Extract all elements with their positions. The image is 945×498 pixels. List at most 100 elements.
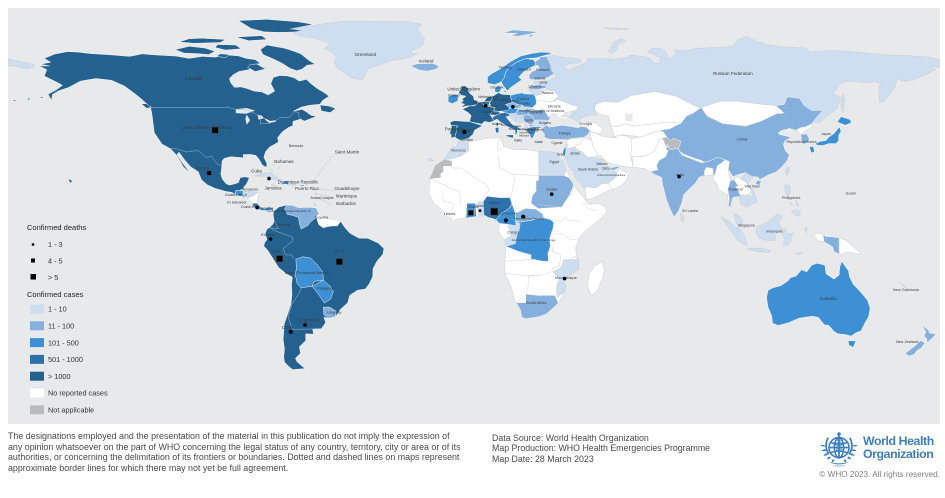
- svg-text:Bulgaria: Bulgaria: [539, 121, 551, 125]
- svg-text:Cyprus: Cyprus: [552, 141, 563, 145]
- svg-text:Australia: Australia: [819, 296, 837, 301]
- svg-text:No reported cases: No reported cases: [48, 389, 108, 398]
- svg-text:Republic of Korea: Republic of Korea: [786, 140, 817, 144]
- svg-text:Costa Rica: Costa Rica: [241, 205, 260, 209]
- svg-text:Jamaica: Jamaica: [264, 186, 282, 191]
- svg-text:France: France: [483, 110, 494, 114]
- svg-text:Denmark: Denmark: [491, 86, 504, 90]
- svg-text:Confirmed deaths: Confirmed deaths: [27, 223, 86, 232]
- svg-text:El Salvador: El Salvador: [227, 201, 247, 205]
- svg-text:Not applicable: Not applicable: [48, 406, 94, 415]
- svg-text:Portugal: Portugal: [445, 127, 462, 132]
- svg-text:Norway: Norway: [499, 66, 512, 70]
- svg-text:Slovakia: Slovakia: [518, 102, 530, 106]
- svg-text:Finland: Finland: [536, 68, 548, 72]
- svg-text:Guyana: Guyana: [315, 215, 329, 219]
- svg-text:Singapore: Singapore: [738, 224, 755, 228]
- svg-text:Egypt: Egypt: [549, 160, 560, 164]
- svg-text:Cameroon: Cameroon: [499, 212, 517, 216]
- svg-text:Saudi Arabia: Saudi Arabia: [578, 168, 598, 172]
- svg-text:Morocco: Morocco: [451, 149, 466, 153]
- svg-text:> 1000: > 1000: [48, 372, 71, 381]
- svg-text:Czechia: Czechia: [507, 99, 519, 103]
- svg-text:Ghana: Ghana: [468, 205, 478, 209]
- svg-text:Philippines: Philippines: [782, 196, 800, 200]
- svg-text:China: China: [737, 137, 748, 141]
- svg-text:Slovenia: Slovenia: [501, 123, 513, 127]
- svg-text:Bosnia and Herzegovina: Bosnia and Herzegovina: [509, 127, 540, 131]
- svg-text:Guatemala &: Guatemala &: [225, 193, 248, 197]
- svg-text:Bahamas: Bahamas: [274, 159, 294, 164]
- svg-text:Argentina: Argentina: [299, 318, 319, 323]
- svg-text:South Africa: South Africa: [526, 301, 547, 305]
- svg-text:Viet Nam: Viet Nam: [745, 185, 761, 189]
- svg-text:Guam: Guam: [846, 192, 856, 196]
- svg-text:Sweden: Sweden: [517, 68, 531, 72]
- svg-text:North Macedonia: North Macedonia: [522, 128, 544, 132]
- svg-text:Thailand: Thailand: [728, 188, 743, 192]
- svg-text:Peru: Peru: [273, 249, 281, 253]
- svg-text:Sri Lanka: Sri Lanka: [682, 209, 699, 213]
- svg-text:Chile: Chile: [282, 325, 293, 330]
- svg-text:Iceland: Iceland: [419, 59, 434, 64]
- svg-text:Liberia: Liberia: [444, 212, 456, 216]
- svg-text:New Zealand: New Zealand: [896, 340, 918, 344]
- svg-text:501 - 1000: 501 - 1000: [48, 355, 83, 364]
- svg-text:Jordan: Jordan: [570, 152, 580, 156]
- svg-text:Puerto Rico: Puerto Rico: [295, 186, 319, 191]
- svg-text:Japan: Japan: [821, 132, 831, 136]
- svg-text:Hungary: Hungary: [519, 109, 531, 113]
- svg-text:Greece: Greece: [526, 129, 538, 133]
- svg-text:Ireland: Ireland: [448, 94, 460, 98]
- svg-text:India: India: [676, 173, 685, 177]
- svg-text:Cuba: Cuba: [251, 169, 262, 174]
- svg-text:Guadeloupe: Guadeloupe: [334, 186, 359, 191]
- svg-text:Lithuania: Lithuania: [529, 85, 542, 89]
- svg-text:United States of America: United States of America: [181, 125, 232, 130]
- svg-text:Confirmed cases: Confirmed cases: [27, 290, 84, 299]
- svg-text:4 - 5: 4 - 5: [48, 257, 63, 266]
- svg-text:Saint Martin: Saint Martin: [335, 150, 360, 155]
- svg-text:Spain: Spain: [461, 129, 471, 133]
- svg-text:Honduras: Honduras: [242, 188, 259, 192]
- svg-text:Croatia: Croatia: [511, 124, 521, 128]
- svg-text:Venezuela (Bolivarian Republic: Venezuela (Bolivarian Republic of): [267, 209, 311, 213]
- svg-text:United Kingdom: United Kingdom: [447, 86, 480, 91]
- svg-text:Bermuda: Bermuda: [289, 144, 304, 148]
- svg-text:Russian Federation: Russian Federation: [713, 71, 753, 76]
- svg-text:Colombia: Colombia: [274, 223, 291, 227]
- svg-text:Luxembourg: Luxembourg: [481, 104, 498, 108]
- svg-text:Gibraltar: Gibraltar: [461, 138, 474, 142]
- svg-text:Central African Republic: Central African Republic: [513, 217, 545, 221]
- svg-text:Indonesia: Indonesia: [766, 230, 783, 234]
- svg-text:Benin: Benin: [475, 204, 484, 208]
- svg-text:Netherlands: Netherlands: [478, 95, 498, 99]
- svg-text:Georgia: Georgia: [579, 122, 593, 126]
- svg-text:Canada: Canada: [185, 76, 202, 81]
- svg-text:Congo: Congo: [507, 231, 518, 235]
- svg-text:Switzerland: Switzerland: [489, 112, 506, 116]
- svg-text:Crete: Crete: [535, 140, 543, 144]
- svg-text:Paraguay: Paraguay: [317, 287, 333, 291]
- svg-text:Sudan: Sudan: [546, 188, 557, 192]
- svg-text:101 - 500: 101 - 500: [48, 338, 79, 347]
- svg-text:1 - 3: 1 - 3: [48, 240, 63, 249]
- svg-text:ArubaCuraçao: ArubaCuraçao: [310, 196, 333, 200]
- svg-text:Romania: Romania: [530, 111, 543, 115]
- svg-text:Greenland: Greenland: [355, 52, 377, 57]
- svg-text:Israel: Israel: [557, 153, 566, 157]
- svg-text:Nigeria: Nigeria: [489, 201, 500, 205]
- svg-text:Serbia: Serbia: [524, 119, 533, 123]
- svg-text:Malta: Malta: [514, 139, 522, 143]
- svg-text:Austria: Austria: [492, 122, 502, 126]
- svg-text:Qatar: Qatar: [602, 167, 611, 171]
- svg-text:Dominican Republic: Dominican Republic: [278, 180, 320, 185]
- svg-text:New Caledonia: New Caledonia: [893, 288, 920, 292]
- svg-text:Democratic Republic of the Con: Democratic Republic of the Congo: [512, 238, 556, 242]
- svg-text:Poland: Poland: [517, 97, 529, 101]
- svg-text:Mexico: Mexico: [197, 166, 209, 170]
- svg-text:Belarus: Belarus: [542, 91, 554, 95]
- svg-text:Brazil: Brazil: [335, 249, 345, 253]
- svg-text:Barbados: Barbados: [336, 201, 356, 206]
- svg-text:Montenegro: Montenegro: [520, 131, 535, 135]
